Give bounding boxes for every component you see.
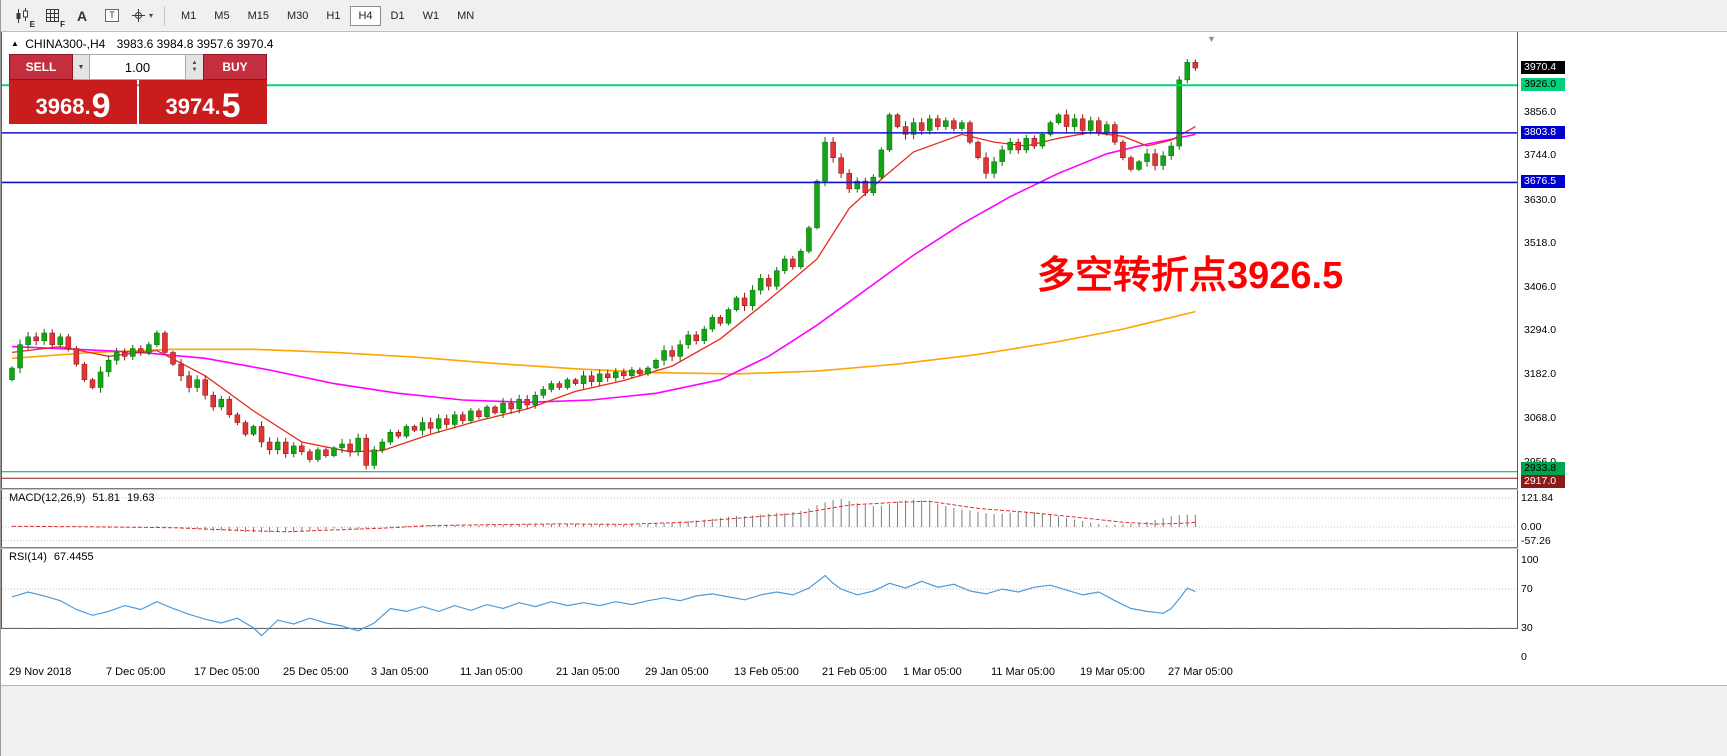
text-box-tool-button[interactable]: T xyxy=(99,4,125,28)
buy-button[interactable]: BUY xyxy=(203,54,267,80)
time-axis-label: 3 Jan 05:00 xyxy=(371,666,429,678)
toolbar: E F A T ▾ M1 M5 M15 M30 H1 H4 D1 W1 MN xyxy=(1,0,1727,32)
rsi-indicator-label: RSI(14) 67.4455 xyxy=(9,551,101,563)
chart-ohlc-values: 3983.6 3984.8 3957.6 3970.4 xyxy=(116,37,274,51)
sell-price-box[interactable]: 3968. 9 xyxy=(9,80,137,124)
price-axis-label-3630.0: 3630.0 xyxy=(1524,194,1557,206)
buy-price-main: 3974. xyxy=(165,94,221,119)
time-axis-label: 25 Dec 05:00 xyxy=(283,666,349,678)
rsi-axis-label-70: 70 xyxy=(1521,583,1533,595)
rsi-axis-label-0: 0 xyxy=(1521,651,1527,663)
tool-sub-label: E xyxy=(29,19,35,29)
time-axis-label: 11 Mar 05:00 xyxy=(991,666,1056,678)
price-axis-label-2917.0: 2917.0 xyxy=(1521,475,1565,488)
grid-icon xyxy=(45,9,59,22)
stepper-down-icon: ▼ xyxy=(191,67,198,73)
macd-rsi-splitter[interactable] xyxy=(1,547,1518,549)
time-axis-label: 1 Mar 05:00 xyxy=(903,666,962,678)
time-axis-label: 7 Dec 05:00 xyxy=(106,666,166,678)
macd-indicator-label: MACD(12,26,9) 51.81 19.63 xyxy=(9,492,161,504)
bottom-filler xyxy=(1,686,1727,756)
price-axis-label-3406.0: 3406.0 xyxy=(1524,281,1557,293)
price-axis-label-3803.8: 3803.8 xyxy=(1521,126,1565,139)
price-axis-label-3744.0: 3744.0 xyxy=(1524,149,1557,161)
dropdown-arrow-icon[interactable]: ▾ xyxy=(148,11,153,20)
timeframe-m1-button[interactable]: M1 xyxy=(173,6,204,26)
price-axis-label-2933.8: 2933.8 xyxy=(1521,462,1565,475)
price-axis-label-3294.0: 3294.0 xyxy=(1524,324,1557,336)
candlestick-chart-e-tool-button[interactable]: E xyxy=(9,4,35,29)
one-click-trading-panel: SELL ▼ ▲ ▼ BUY 3968.9 3974.5 xyxy=(9,54,267,124)
volume-stepper[interactable]: ▲ ▼ xyxy=(186,54,203,80)
text-label-tool-button[interactable]: A xyxy=(69,4,95,28)
timeframe-m30-button[interactable]: M30 xyxy=(279,6,316,26)
letter-a-icon: A xyxy=(76,7,88,24)
time-axis-label: 21 Feb 05:00 xyxy=(822,666,887,678)
timeframe-d1-button[interactable]: D1 xyxy=(383,6,413,26)
toolbar-separator xyxy=(164,5,165,26)
tool-sub-label: F xyxy=(60,19,65,29)
price-axis-label-3518.0: 3518.0 xyxy=(1524,237,1557,249)
time-axis[interactable]: 29 Nov 2018 7 Dec 05:00 17 Dec 05:00 25 Dec… xyxy=(1,661,1727,686)
timeframe-button-group: M1 M5 M15 M30 H1 H4 D1 W1 MN xyxy=(172,5,483,26)
buy-price-box[interactable]: 3974. 5 xyxy=(139,80,267,124)
rsi-axis-label-100: 100 xyxy=(1521,554,1539,566)
timeframe-mn-button[interactable]: MN xyxy=(449,6,482,26)
volume-input[interactable] xyxy=(90,54,186,80)
price-axis-label-3182.0: 3182.0 xyxy=(1524,368,1557,380)
rsi-name: RSI(14) xyxy=(9,551,47,563)
macd-axis-label-0.00: 0.00 xyxy=(1521,521,1542,533)
time-axis-label: 29 Nov 2018 xyxy=(9,666,72,678)
rsi-axis-label-30: 30 xyxy=(1521,622,1533,634)
volume-dropdown-button[interactable]: ▼ xyxy=(73,54,90,80)
macd-axis-label--57.26: -57.26 xyxy=(1521,535,1551,547)
macd-signal-value: 19.63 xyxy=(126,492,155,504)
timeframe-h1-button[interactable]: H1 xyxy=(318,6,348,26)
rsi-value: 67.4455 xyxy=(53,551,94,563)
time-axis-label: 11 Jan 05:00 xyxy=(460,666,523,678)
crosshair-icon xyxy=(131,9,145,22)
macd-main-value: 51.81 xyxy=(92,492,120,504)
timeframe-m15-button[interactable]: M15 xyxy=(240,6,277,26)
crosshair-tool-button[interactable]: ▾ xyxy=(129,4,155,28)
price-chart-canvas[interactable] xyxy=(2,33,1517,488)
price-axis-label-3970.4: 3970.4 xyxy=(1521,61,1565,74)
price-axis-label-3856.0: 3856.0 xyxy=(1524,106,1557,118)
time-axis-label: 17 Dec 05:00 xyxy=(194,666,260,678)
grid-f-tool-button[interactable]: F xyxy=(39,4,65,29)
rsi-panel-canvas[interactable] xyxy=(2,549,1517,660)
timeframe-h4-button[interactable]: H4 xyxy=(350,5,381,26)
time-axis-label: 13 Feb 05:00 xyxy=(734,666,799,678)
collapse-triangle-icon[interactable]: ▲ xyxy=(11,39,19,48)
macd-panel-canvas[interactable] xyxy=(2,490,1517,547)
chart-symbol-timeframe: CHINA300-,H4 xyxy=(25,37,106,51)
sell-price-main: 3968. xyxy=(35,94,91,119)
toolbar-icon-group: E F A T ▾ xyxy=(7,4,157,29)
sell-button[interactable]: SELL xyxy=(9,54,73,80)
price-axis-label-3068.0: 3068.0 xyxy=(1524,412,1557,424)
chart-macd-splitter[interactable] xyxy=(1,488,1518,490)
candlestick-icon xyxy=(16,7,28,23)
chevron-down-icon: ▼ xyxy=(77,63,85,71)
time-axis-label: 29 Jan 05:00 xyxy=(645,666,709,678)
price-shift-marker-icon[interactable]: ▼ xyxy=(1207,34,1216,44)
sell-price-big-digit: 9 xyxy=(91,87,111,125)
price-axis-label-3676.5: 3676.5 xyxy=(1521,175,1565,188)
text-box-icon: T xyxy=(105,9,119,22)
macd-axis-label-121.84: 121.84 xyxy=(1521,492,1554,504)
trade-panel-prices: 3968. 9 3974. 5 xyxy=(9,80,267,124)
chart-title: ▲ CHINA300-,H4 3983.6 3984.8 3957.6 3970… xyxy=(11,37,273,51)
time-axis-label: 21 Jan 05:00 xyxy=(556,666,620,678)
time-axis-label: 19 Mar 05:00 xyxy=(1080,666,1145,678)
buy-price-big-digit: 5 xyxy=(221,87,241,125)
time-axis-label: 27 Mar 05:00 xyxy=(1168,666,1233,678)
macd-name: MACD(12,26,9) xyxy=(9,492,86,504)
price-axis-label-3926.0: 3926.0 xyxy=(1521,78,1565,91)
timeframe-m5-button[interactable]: M5 xyxy=(206,6,237,26)
timeframe-w1-button[interactable]: W1 xyxy=(415,6,448,26)
trade-panel-controls: SELL ▼ ▲ ▼ BUY xyxy=(9,54,267,80)
chart-text-annotation[interactable]: 多空转折点3926.5 xyxy=(1037,255,1344,297)
stepper-up-icon: ▲ xyxy=(191,60,198,66)
